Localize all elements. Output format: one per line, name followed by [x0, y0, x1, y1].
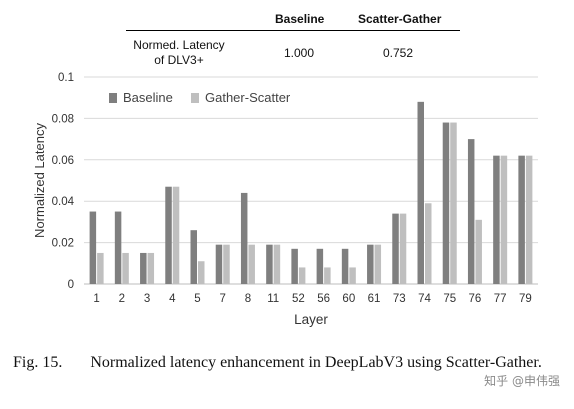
- bar-baseline: [215, 244, 223, 284]
- legend-label: Baseline: [123, 90, 173, 105]
- row-label-line1: Normed. Latency: [133, 38, 225, 52]
- bar-gather-scatter: [500, 155, 508, 284]
- bar-gather-scatter: [374, 244, 382, 284]
- x-tick-label: 1: [93, 293, 99, 305]
- bar-baseline: [165, 186, 172, 284]
- table-value-baseline: 1.000: [284, 46, 315, 60]
- x-tick-label: 8: [245, 293, 251, 305]
- figure-caption: Fig. 15. Normalized latency enhancement i…: [13, 353, 568, 373]
- bar-gather-scatter: [198, 261, 205, 284]
- watermark: 知乎 @申伟强: [484, 374, 560, 388]
- bar-baseline: [417, 101, 424, 284]
- bar-baseline: [518, 155, 525, 284]
- bar-gather-scatter: [425, 203, 432, 284]
- x-tick-label: 11: [267, 293, 279, 305]
- bar-baseline: [467, 139, 475, 284]
- legend-label: Gather-Scatter: [205, 90, 291, 105]
- x-tick-label: 77: [494, 293, 507, 305]
- table-rule: [126, 30, 460, 31]
- bar-baseline: [341, 248, 349, 284]
- x-tick-label: 75: [443, 293, 456, 305]
- bar-gather-scatter: [223, 244, 230, 284]
- latency-bar-chart: 0 0.02 0.04 0.06 0.08 0.1 1 2 3 4 5 7 8 11 52 56 60 61 73 7…: [32, 72, 538, 327]
- y-tick-label: 0.02: [52, 238, 74, 250]
- caption-label: Fig. 15.: [13, 354, 63, 371]
- table-header-scatter-gather: Scatter-Gather: [358, 12, 442, 26]
- bar-gather-scatter: [450, 122, 457, 284]
- bar-baseline: [392, 213, 399, 284]
- bar-baseline: [316, 248, 324, 284]
- bar-baseline: [367, 244, 374, 284]
- bar-gather-scatter: [324, 267, 331, 284]
- table-value-scatter-gather: 0.752: [383, 46, 414, 60]
- bar-baseline: [140, 252, 147, 284]
- bar-gather-scatter: [525, 155, 533, 284]
- table-row-label: Normed. Latency of DLV3+: [120, 38, 238, 68]
- y-tick-label: 0.1: [58, 72, 74, 84]
- y-tick-label: 0.04: [52, 196, 75, 208]
- bar-baseline: [240, 192, 248, 284]
- bar-gather-scatter: [273, 244, 281, 284]
- caption-text: Normalized latency enhancement in DeepLa…: [90, 354, 542, 371]
- bar-baseline: [89, 211, 97, 284]
- x-tick-label: 52: [292, 293, 305, 305]
- x-tick-label: 5: [194, 293, 200, 305]
- x-tick-label: 7: [220, 293, 226, 305]
- row-label-line2: of DLV3+: [154, 53, 204, 67]
- table-header-baseline: Baseline: [275, 12, 325, 26]
- bar-baseline: [114, 211, 122, 284]
- x-tick-label: 73: [393, 293, 406, 305]
- y-axis-label: Normalized Latency: [32, 123, 47, 238]
- y-tick-label: 0: [68, 279, 74, 291]
- bar-gather-scatter: [97, 252, 104, 284]
- bar-gather-scatter: [172, 186, 180, 284]
- x-axis-label: Layer: [294, 312, 328, 327]
- bar-gather-scatter: [298, 267, 306, 284]
- x-tick-label: 76: [469, 293, 482, 305]
- bar-baseline: [493, 155, 500, 284]
- x-tick-label: 60: [342, 293, 355, 305]
- bar-baseline: [291, 248, 298, 284]
- bar-gather-scatter: [248, 244, 255, 284]
- bar-gather-scatter: [349, 267, 356, 284]
- x-tick-label: 74: [418, 293, 431, 305]
- x-tick-label: 56: [317, 293, 330, 305]
- x-tick-label: 2: [119, 293, 125, 305]
- bar-gather-scatter: [475, 219, 482, 284]
- bar-baseline: [190, 230, 197, 284]
- bar-baseline: [266, 244, 273, 284]
- bar-gather-scatter: [399, 213, 407, 284]
- bar-gather-scatter: [122, 252, 129, 284]
- x-tick-label: 3: [144, 293, 150, 305]
- legend-swatch: [109, 93, 117, 103]
- legend-swatch: [191, 93, 199, 103]
- x-tick-label: 4: [169, 293, 176, 305]
- bar-baseline: [442, 122, 450, 284]
- x-tick-label: 79: [519, 293, 532, 305]
- y-tick-label: 0.06: [52, 155, 74, 167]
- bar-gather-scatter: [147, 252, 155, 284]
- y-tick-label: 0.08: [52, 113, 74, 125]
- x-tick-label: 61: [368, 293, 381, 305]
